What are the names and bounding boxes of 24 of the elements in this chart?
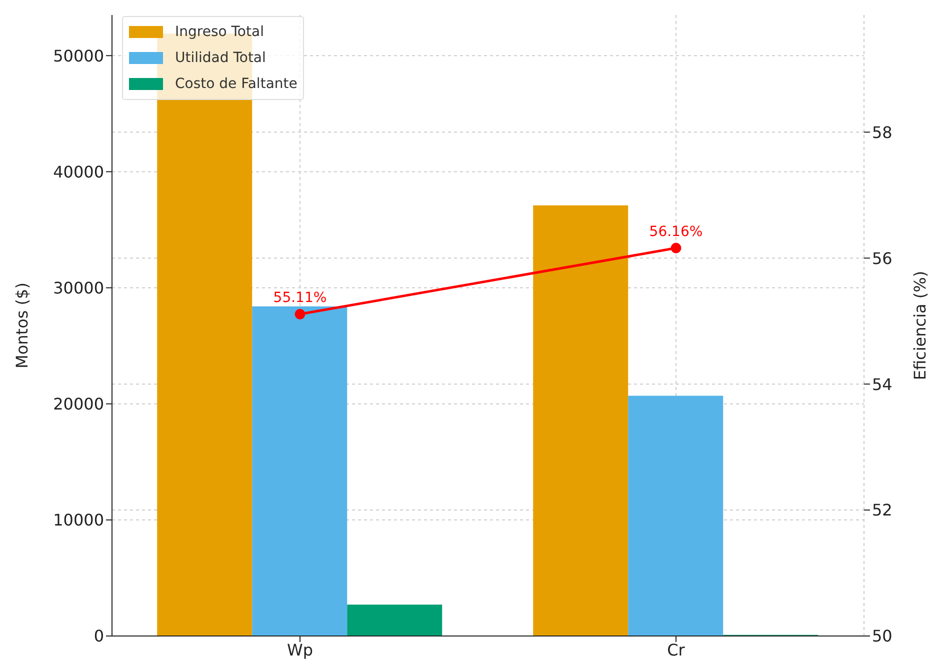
- x-tick-label: Wp: [287, 640, 313, 660]
- y2-axis-title: Eficiencia (%): [910, 270, 930, 380]
- y2-tick-label: 54: [872, 374, 892, 394]
- y-tick-label: 0: [94, 626, 104, 646]
- data-label: 55.11%: [273, 290, 327, 306]
- y-tick-label: 30000: [53, 278, 104, 298]
- x-tick-label: Cr: [667, 640, 686, 660]
- y-axis-title: Montos ($): [12, 282, 32, 368]
- y2-tick-label: 50: [872, 626, 892, 646]
- legend-label: Ingreso Total: [175, 24, 264, 40]
- data-label: 56.16%: [649, 224, 703, 240]
- legend-label: Utilidad Total: [175, 50, 266, 66]
- legend-label: Costo de Faltante: [175, 76, 298, 92]
- bar: [628, 396, 724, 636]
- y2-tick-label: 52: [872, 500, 892, 520]
- y2-tick-label: 58: [872, 122, 892, 142]
- bar: [533, 205, 628, 636]
- y-tick-label: 10000: [53, 510, 104, 530]
- bar: [252, 306, 348, 636]
- y2-tick-label: 56: [872, 248, 892, 268]
- y-tick-label: 50000: [53, 46, 104, 66]
- bar: [347, 604, 442, 636]
- y-tick-label: 20000: [53, 394, 104, 414]
- y-tick-label: 40000: [53, 162, 104, 182]
